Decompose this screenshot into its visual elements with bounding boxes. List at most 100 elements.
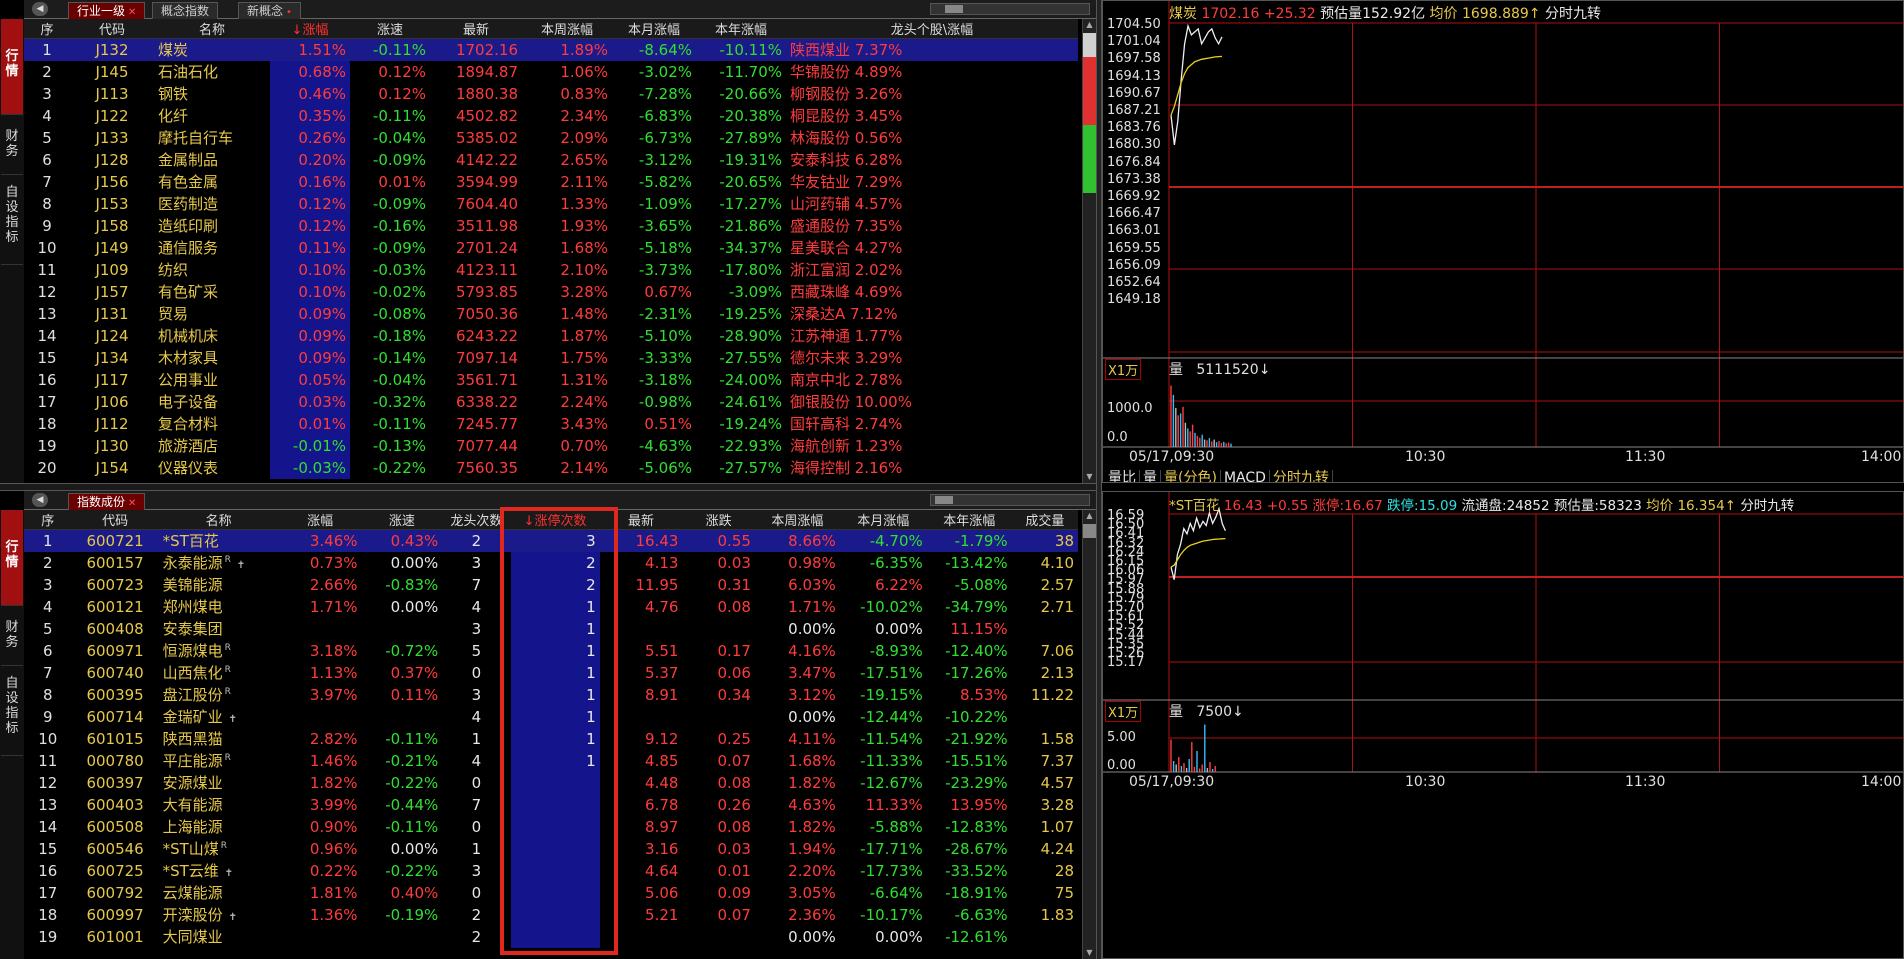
tab-scroll-left-icon[interactable]: ◀ — [32, 2, 48, 16]
side-tab-custom-indicator[interactable]: 自设指标 — [1, 666, 23, 756]
sector-row[interactable]: 15 J134 木材家具 0.09% -0.14% 7097.14 1.75% -3.33% -… — [24, 346, 1078, 369]
sector-row[interactable]: 20 J154 仪器仪表 -0.03% -0.22% 7560.35 2.14% -5.06%… — [24, 456, 1078, 479]
column-header[interactable]: 龙头个股\涨幅 — [786, 19, 1078, 39]
column-header[interactable]: 最新 — [599, 510, 683, 530]
sector-row[interactable]: 7 J156 有色金属 0.16% 0.01% 3594.99 2.11% -5.82% -20… — [24, 170, 1078, 193]
stock-row[interactable]: 16 600725 *ST云维 ✝ 0.22% -0.22% 3 4.64 0.01 2.20% -… — [24, 859, 1078, 882]
stock-row[interactable]: 3 600723 美锦能源 2.66% -0.83% 7 2 11.95 0.31 6.03% 6.… — [24, 573, 1078, 596]
panel-divider[interactable] — [0, 483, 1096, 491]
indicator-tab-macd[interactable]: MACD — [1220, 470, 1270, 482]
close-icon[interactable]: ✕ — [128, 498, 137, 509]
scroll-up-icon[interactable]: ▲ — [1086, 511, 1093, 520]
stock-row[interactable]: 11 000780 平庄能源 R 1.46% -0.21% 4 1 4.85 0.07 1.68% -… — [24, 749, 1078, 772]
column-header[interactable]: 本年涨幅 — [696, 19, 786, 39]
tab-scroll-left-icon[interactable]: ◀ — [32, 493, 48, 507]
horizontal-scrollbar[interactable] — [930, 3, 1090, 15]
indicator-tab-volume[interactable]: 量 — [1140, 470, 1161, 482]
tab-concept-index[interactable]: 概念指数 — [152, 2, 219, 19]
tab-new-concept[interactable]: 新概念 • — [238, 2, 301, 19]
sector-row[interactable]: 11 J109 纺织 0.10% -0.03% 4123.11 2.10% -3.73% -17… — [24, 258, 1078, 281]
sector-row[interactable]: 8 J153 医药制造 0.12% -0.09% 7604.40 1.33% -1.09% -1… — [24, 192, 1078, 215]
sector-row[interactable]: 18 J112 复合材料 0.01% -0.11% 7245.77 3.43% 0.51% -1… — [24, 412, 1078, 435]
stock-row[interactable]: 8 600395 盘江股份 R 3.97% 0.11% 3 1 8.91 0.34 3.12% -19… — [24, 683, 1078, 706]
vertical-scrollbar[interactable]: ▲ ▼ — [1082, 510, 1096, 959]
column-header[interactable]: 本年涨幅 — [926, 510, 1012, 530]
column-header[interactable]: 名称 — [154, 19, 270, 39]
column-header[interactable]: ↓涨幅 — [270, 19, 350, 39]
intraday-chart-canvas[interactable] — [1103, 492, 1904, 959]
sector-row[interactable]: 2 J145 石油石化 0.68% 0.12% 1894.87 1.06% -3.02% -11… — [24, 60, 1078, 83]
horizontal-scrollbar[interactable] — [930, 494, 1090, 506]
column-header[interactable]: 本月涨幅 — [612, 19, 696, 39]
tab-industry-level1[interactable]: 行业一级 ✕ — [68, 2, 146, 19]
sector-row[interactable]: 14 J124 机械机床 0.09% -0.18% 6243.22 1.87% -5.10% -… — [24, 324, 1078, 347]
stock-row[interactable]: 17 600792 云煤能源 1.81% 0.40% 0 5.06 0.09 3.05% -6.6… — [24, 881, 1078, 904]
column-header[interactable]: 成交量 — [1011, 510, 1078, 530]
column-header[interactable]: 代码 — [70, 19, 154, 39]
stock-row[interactable]: 15 600546 *ST山煤 R 0.96% 0.00% 1 3.16 0.03 1.94% -1… — [24, 837, 1078, 860]
sector-row[interactable]: 4 J122 化纤 0.35% -0.11% 4502.82 2.34% -6.83% -20.… — [24, 104, 1078, 127]
column-header[interactable]: 涨速 — [350, 19, 430, 39]
column-header[interactable]: 本周涨幅 — [522, 19, 612, 39]
column-header[interactable]: 序 — [24, 19, 70, 39]
side-tab-quotes[interactable]: 行情 — [1, 510, 23, 606]
stock-row[interactable]: 4 600121 郑州煤电 1.71% 0.00% 4 1 4.76 0.08 1.71% -10.… — [24, 595, 1078, 618]
stock-row[interactable]: 18 600997 开滦股份 ✝ 1.36% -0.19% 2 5.21 0.07 2.36% -1… — [24, 903, 1078, 926]
sector-row[interactable]: 1 J132 煤炭 1.51% -0.11% 1702.16 1.89% -8.64% -10.… — [24, 38, 1078, 61]
table-cell: 平庄能源 R — [159, 750, 279, 772]
side-tab-custom-indicator[interactable]: 自设指标 — [1, 175, 23, 265]
stock-row[interactable]: 1 600721 *ST百花 3.46% 0.43% 2 3 16.43 0.55 8.66% -4… — [24, 529, 1078, 552]
column-header[interactable]: 涨速 — [361, 510, 443, 530]
column-header[interactable]: 龙头次数 — [442, 510, 511, 530]
column-header[interactable]: 涨跌 — [682, 510, 755, 530]
column-header[interactable]: 本月涨幅 — [839, 510, 927, 530]
side-tab-finance[interactable]: 财务 — [1, 606, 23, 666]
scroll-down-icon[interactable]: ▼ — [1086, 948, 1093, 957]
sector-row[interactable]: 17 J106 电子设备 0.03% -0.32% 6338.22 2.24% -0.98% -… — [24, 390, 1078, 413]
table-cell: 0.07 — [717, 751, 751, 770]
stock-row[interactable]: 5 600408 安泰集团 3 1 0.00% 0.00% 11.15% — [24, 617, 1078, 640]
vertical-scrollbar[interactable]: ▲ ▼ — [1082, 19, 1096, 483]
stock-row[interactable]: 12 600397 安源煤业 1.82% -0.22% 0 4.48 0.08 1.82% -12… — [24, 771, 1078, 794]
close-icon[interactable]: ✕ — [128, 7, 137, 18]
scroll-down-icon[interactable]: ▼ — [1086, 472, 1093, 481]
column-header[interactable]: 本周涨幅 — [754, 510, 840, 530]
side-tab-finance[interactable]: 财务 — [1, 115, 23, 175]
scroll-thumb[interactable] — [1083, 524, 1096, 538]
indicator-tab-volume-color[interactable]: 量(分色) — [1161, 470, 1221, 482]
stock-row[interactable]: 6 600971 恒源煤电 R 3.18% -0.72% 5 1 5.51 0.17 4.16% -8… — [24, 639, 1078, 662]
indicator-tab-nine-turn[interactable]: 分时九转 — [1269, 470, 1333, 482]
side-tab-quotes[interactable]: 行情 — [1, 19, 23, 115]
stock-row[interactable]: 9 600714 金瑞矿业 ✝ 4 1 0.00% -12.44% -10.22% — [24, 705, 1078, 728]
sector-intraday-chart[interactable]: 煤炭 1702.16 +25.32 预估量152.92亿 均价 1698.889… — [1102, 0, 1904, 483]
column-header[interactable]: 代码 — [71, 510, 159, 530]
scroll-up-icon[interactable]: ▲ — [1086, 20, 1093, 29]
stock-row[interactable]: 13 600403 大有能源 3.99% -0.44% 7 6.78 0.26 4.63% 11.… — [24, 793, 1078, 816]
stock-row[interactable]: 14 600508 上海能源 0.90% -0.11% 0 8.97 0.08 1.82% -5.… — [24, 815, 1078, 838]
column-header[interactable]: 涨幅 — [278, 510, 362, 530]
sector-row[interactable]: 12 J157 有色矿采 0.10% -0.02% 5793.85 3.28% 0.67% -3… — [24, 280, 1078, 303]
sector-row[interactable]: 10 J149 通信服务 0.11% -0.09% 2701.24 1.68% -5.18% -… — [24, 236, 1078, 259]
sector-row[interactable]: 5 J133 摩托自行车 0.26% -0.04% 5385.02 2.09% -6.73% -… — [24, 126, 1078, 149]
sector-row[interactable]: 13 J131 贸易 0.09% -0.08% 7050.36 1.48% -2.31% -19… — [24, 302, 1078, 325]
stock-row[interactable]: 19 601001 大同煤业 2 0.00% 0.00% -12.61% — [24, 925, 1078, 948]
stock-row[interactable]: 7 600740 山西焦化 R 1.13% 0.37% 0 1 5.37 0.06 3.47% -17… — [24, 661, 1078, 684]
chart-mode[interactable]: 分时九转 — [1544, 6, 1601, 22]
stock-row[interactable]: 10 601015 陕西黑猫 2.82% -0.11% 1 1 9.12 0.25 4.11% -1… — [24, 727, 1078, 750]
stock-intraday-chart[interactable]: *ST百花 16.43 +0.55 涨停:16.67 跌停:15.09 流通盘:… — [1102, 491, 1904, 959]
indicator-tab-volume-ratio[interactable]: 量比 — [1105, 470, 1140, 482]
intraday-chart-canvas[interactable] — [1103, 1, 1904, 483]
sector-row[interactable]: 9 J158 造纸印刷 0.12% -0.16% 3511.98 1.93% -3.65% -2… — [24, 214, 1078, 237]
column-header[interactable]: 最新 — [430, 19, 522, 39]
tab-index-constituents[interactable]: 指数成份 ✕ — [68, 493, 146, 510]
chart-mode[interactable]: 分时九转 — [1740, 498, 1795, 514]
sector-row[interactable]: 16 J117 公用事业 0.05% -0.04% 3561.71 1.31% -3.18% -… — [24, 368, 1078, 391]
sector-row[interactable]: 3 J113 钢铁 0.46% 0.12% 1880.38 0.83% -7.28% -20.6… — [24, 82, 1078, 105]
stock-row[interactable]: 2 600157 永泰能源 R ✝ 0.73% 0.00% 3 2 4.13 0.03 0.98% -6… — [24, 551, 1078, 574]
sector-row[interactable]: 19 J130 旅游酒店 -0.01% -0.13% 7077.44 0.70% -4.63%… — [24, 434, 1078, 457]
column-header[interactable]: 序 — [24, 510, 72, 530]
column-header[interactable]: 名称 — [158, 510, 279, 530]
column-header[interactable]: ↓涨停次数 — [510, 510, 600, 530]
vertical-divider[interactable] — [1096, 0, 1102, 959]
sector-row[interactable]: 6 J128 金属制品 0.20% -0.09% 4142.22 2.65% -3.12% -1… — [24, 148, 1078, 171]
